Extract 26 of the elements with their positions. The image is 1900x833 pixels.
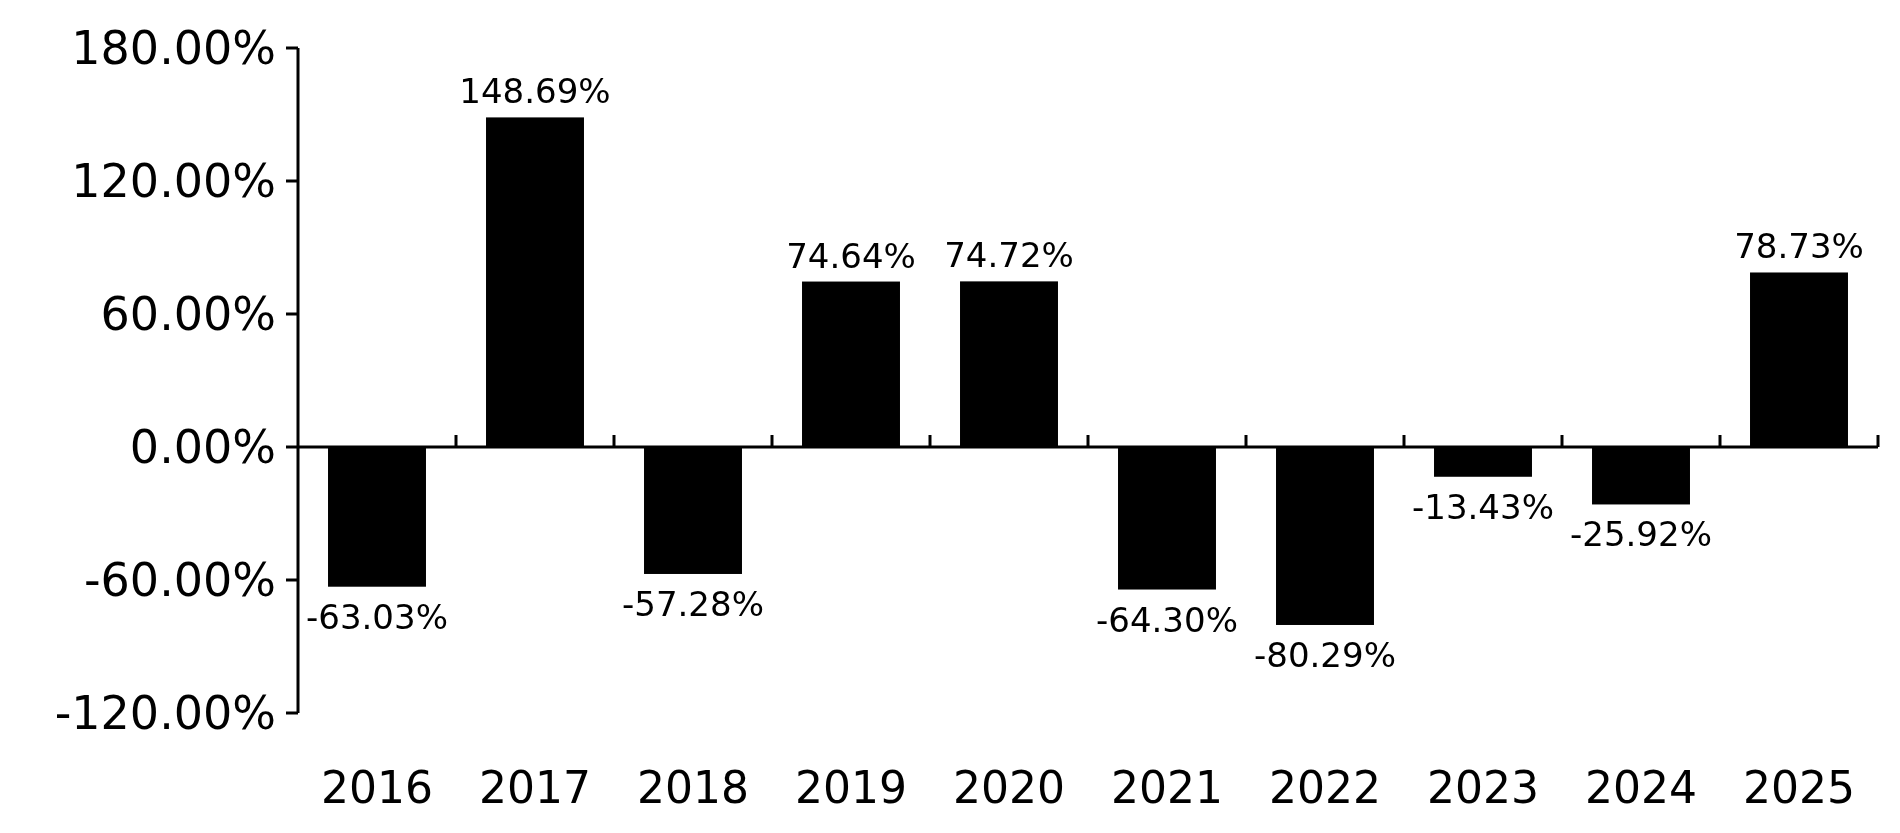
y-tick-label: -120.00%	[54, 686, 276, 741]
x-tick-label: 2022	[1269, 762, 1381, 813]
data-label: 74.72%	[944, 235, 1074, 276]
x-tick-label: 2020	[953, 762, 1065, 813]
data-label: 148.69%	[459, 71, 611, 112]
data-label: -13.43%	[1412, 486, 1554, 527]
x-tick-label: 2021	[1111, 762, 1223, 813]
x-tick-label: 2017	[479, 762, 591, 813]
data-label: -25.92%	[1570, 514, 1712, 555]
data-label: 78.73%	[1734, 226, 1864, 267]
x-tick-label: 2023	[1427, 762, 1539, 813]
x-tick-label: 2024	[1585, 762, 1697, 813]
x-tick-label: 2018	[637, 762, 749, 813]
y-tick-label: -60.00%	[84, 553, 276, 608]
y-tick-label: 60.00%	[100, 287, 276, 342]
y-tick-label: 120.00%	[71, 154, 276, 209]
x-tick-label: 2016	[321, 762, 433, 813]
y-tick-label: 180.00%	[71, 21, 276, 76]
data-label: 74.64%	[786, 235, 916, 276]
x-tick-label: 2019	[795, 762, 907, 813]
data-label: -80.29%	[1254, 634, 1396, 675]
data-label: -64.30%	[1096, 599, 1238, 640]
data-label: -57.28%	[622, 583, 764, 624]
x-tick-label: 2025	[1743, 762, 1855, 813]
y-tick-label: 0.00%	[129, 420, 276, 475]
data-label: -63.03%	[306, 596, 448, 637]
